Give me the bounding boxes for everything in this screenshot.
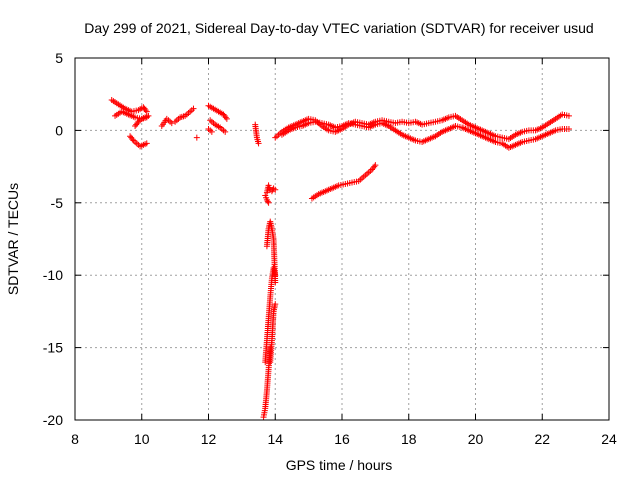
data-point bbox=[142, 107, 149, 114]
data-point bbox=[565, 112, 572, 119]
axis-ticks bbox=[74, 57, 610, 421]
y-tick-labels: 5 0 -5 -10 -15 -20 bbox=[43, 50, 63, 428]
data-point bbox=[371, 163, 378, 170]
data-point bbox=[222, 114, 229, 121]
x-tick-label: 24 bbox=[601, 431, 617, 447]
data-point bbox=[264, 198, 271, 205]
data-point bbox=[272, 301, 279, 308]
data-point bbox=[272, 186, 279, 193]
x-tick-label: 10 bbox=[134, 431, 150, 447]
data-point bbox=[272, 279, 279, 286]
data-point bbox=[267, 344, 274, 351]
y-tick-label: -10 bbox=[43, 267, 63, 283]
data-points bbox=[108, 96, 572, 421]
data-point bbox=[565, 125, 572, 132]
data-point bbox=[134, 120, 141, 127]
data-point bbox=[223, 115, 230, 122]
x-tick-label: 14 bbox=[267, 431, 283, 447]
y-tick-label: -5 bbox=[51, 195, 64, 211]
data-point bbox=[168, 120, 175, 127]
y-tick-label: 0 bbox=[55, 122, 63, 138]
data-point bbox=[265, 199, 272, 206]
x-tick-label: 18 bbox=[401, 431, 417, 447]
y-axis-label: SDTVAR / TECUs bbox=[5, 183, 21, 295]
chart-title: Day 299 of 2021, Sidereal Day-to-day VTE… bbox=[84, 20, 593, 36]
y-tick-label: -15 bbox=[43, 340, 63, 356]
x-tick-label: 20 bbox=[468, 431, 484, 447]
x-tick-label: 16 bbox=[334, 431, 350, 447]
data-point bbox=[190, 105, 197, 112]
x-tick-label: 12 bbox=[201, 431, 217, 447]
y-tick-label: -20 bbox=[43, 412, 63, 428]
x-tick-label: 22 bbox=[534, 431, 550, 447]
data-point bbox=[208, 128, 215, 135]
x-tick-labels: 8 10 12 14 16 18 20 22 24 bbox=[71, 431, 617, 447]
data-point bbox=[145, 112, 152, 119]
data-point bbox=[143, 108, 150, 115]
data-point bbox=[255, 140, 262, 147]
x-tick-label: 8 bbox=[71, 431, 79, 447]
grid-lines bbox=[75, 58, 609, 420]
data-point bbox=[372, 162, 379, 169]
y-tick-label: 5 bbox=[55, 50, 63, 66]
data-point bbox=[222, 128, 229, 135]
x-axis-label: GPS time / hours bbox=[286, 457, 393, 473]
data-point bbox=[193, 134, 200, 141]
data-point bbox=[143, 140, 150, 147]
data-point bbox=[129, 136, 136, 143]
